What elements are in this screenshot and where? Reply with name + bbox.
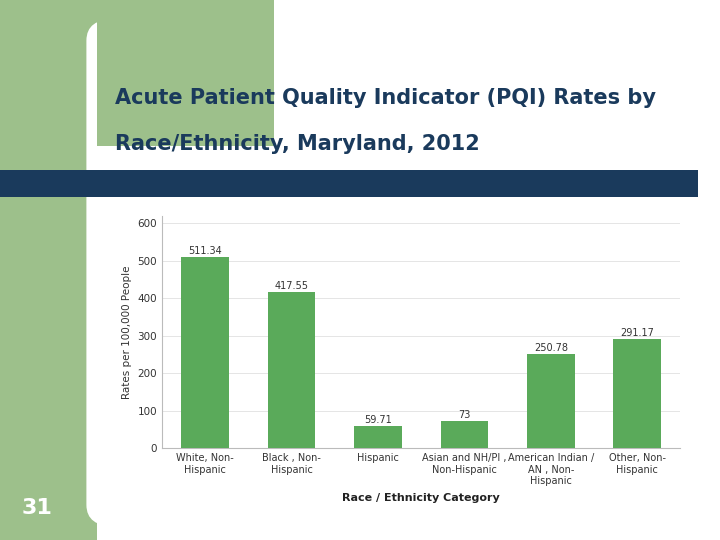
Text: Acute Patient Quality Indicator (PQI) Rates by: Acute Patient Quality Indicator (PQI) Ra…: [115, 88, 656, 108]
Bar: [527, 354, 575, 448]
Text: 291.17: 291.17: [620, 328, 654, 338]
Bar: [181, 256, 229, 448]
FancyBboxPatch shape: [86, 19, 720, 526]
Text: 59.71: 59.71: [364, 415, 392, 425]
Text: 250.78: 250.78: [534, 343, 568, 353]
Bar: [0, 0, 97, 540]
Bar: [97, 0, 274, 146]
Bar: [441, 421, 488, 448]
Bar: [268, 292, 315, 448]
Text: 417.55: 417.55: [274, 281, 309, 291]
Text: Race/Ethnicity, Maryland, 2012: Race/Ethnicity, Maryland, 2012: [115, 134, 480, 154]
Text: 73: 73: [458, 410, 471, 420]
Bar: [354, 426, 402, 448]
X-axis label: Race / Ethnicity Category: Race / Ethnicity Category: [342, 493, 500, 503]
Text: 511.34: 511.34: [189, 246, 222, 255]
Bar: [613, 339, 661, 448]
Text: 31: 31: [22, 498, 53, 518]
Bar: [0, 170, 698, 197]
Y-axis label: Rates per 100,000 People: Rates per 100,000 People: [122, 265, 132, 399]
